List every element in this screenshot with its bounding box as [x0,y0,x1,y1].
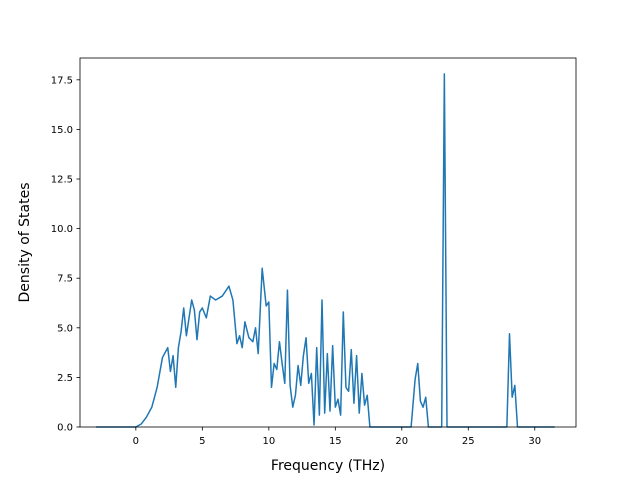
x-tick-label: 0 [133,436,139,447]
x-tick-label: 15 [329,436,342,447]
y-axis-label: Density of States [17,183,33,303]
plot-area [95,73,555,428]
y-tick-label: 10.0 [51,224,73,235]
dos-line [95,73,555,428]
x-axis: 0 5 10 15 20 25 30 [133,427,541,447]
y-tick-label: 15.0 [51,125,73,136]
x-tick-label: 25 [462,436,475,447]
x-tick-label: 10 [262,436,275,447]
y-tick-label: 5.0 [57,323,73,334]
y-tick-label: 12.5 [51,175,73,186]
y-tick-label: 0.0 [57,423,73,434]
y-tick-label: 7.5 [57,274,73,285]
y-tick-label: 2.5 [57,373,73,384]
y-axis: 0.0 2.5 5.0 7.5 10.0 12.5 15.0 17.5 [51,75,80,434]
x-tick-label: 30 [528,436,541,447]
x-axis-label: Frequency (THz) [271,458,385,474]
x-tick-label: 20 [395,436,408,447]
axes-frame [79,57,577,428]
y-tick-label: 17.5 [51,75,73,86]
x-tick-label: 5 [199,436,205,447]
